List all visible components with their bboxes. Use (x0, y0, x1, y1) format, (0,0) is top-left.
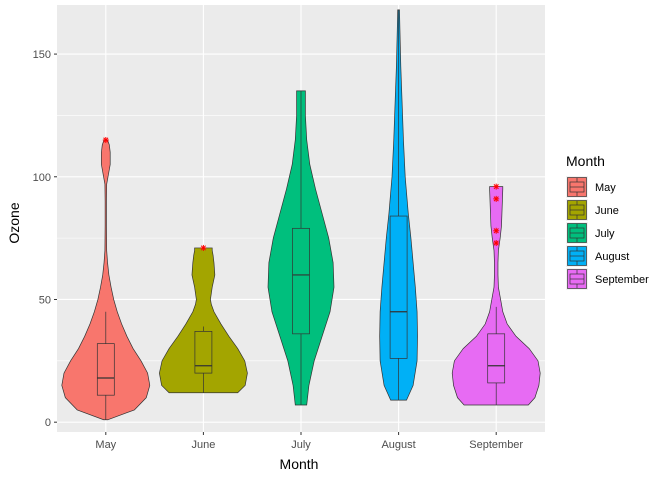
x-tick-label-july: July (291, 439, 311, 451)
box-iqr (292, 227, 310, 335)
legend-label: May (595, 182, 616, 194)
outlier-point (493, 227, 500, 234)
outlier-point (493, 240, 500, 247)
y-tick-label: 0 (45, 417, 51, 429)
violin-july (267, 90, 335, 406)
legend-label: July (595, 228, 615, 240)
legend-item-june: June (566, 199, 619, 221)
violin-shape (451, 186, 541, 406)
legend-item-may: May (566, 176, 616, 198)
outlier-point (493, 195, 500, 202)
box-iqr (389, 215, 408, 359)
violin-shape (159, 247, 248, 394)
legend-label: September (595, 274, 649, 286)
violin-june (159, 244, 248, 394)
x-tick-label-august: August (381, 439, 415, 451)
violins (61, 9, 541, 421)
y-tick-label: 150 (33, 49, 51, 61)
box-iqr (194, 331, 213, 374)
violin-september (451, 183, 541, 406)
outlier-point (493, 183, 500, 190)
legend-label: August (595, 251, 629, 263)
box-iqr (487, 333, 506, 384)
y-tick-label: 100 (33, 172, 51, 184)
violin-may (61, 136, 151, 421)
legend: Month May June July August September (566, 153, 649, 290)
x-tick-label-may: May (95, 439, 116, 451)
outlier-point (102, 136, 109, 143)
x-tick-label-june: June (191, 439, 215, 451)
legend-title: Month (566, 153, 605, 169)
legend-item-august: August (566, 245, 629, 267)
legend-item-september: September (566, 268, 649, 290)
outlier-point (200, 244, 207, 251)
x-axis-title: Month (280, 456, 319, 472)
x-tick-label-september: September (469, 439, 523, 451)
axes: 0 50 100 150 May June July August September (33, 49, 524, 451)
violin-august (379, 9, 418, 401)
y-tick-label: 50 (39, 294, 51, 306)
box-iqr (96, 343, 115, 396)
legend-label: June (595, 205, 619, 217)
legend-item-july: July (566, 222, 615, 244)
y-axis-title: Ozone (6, 202, 22, 243)
